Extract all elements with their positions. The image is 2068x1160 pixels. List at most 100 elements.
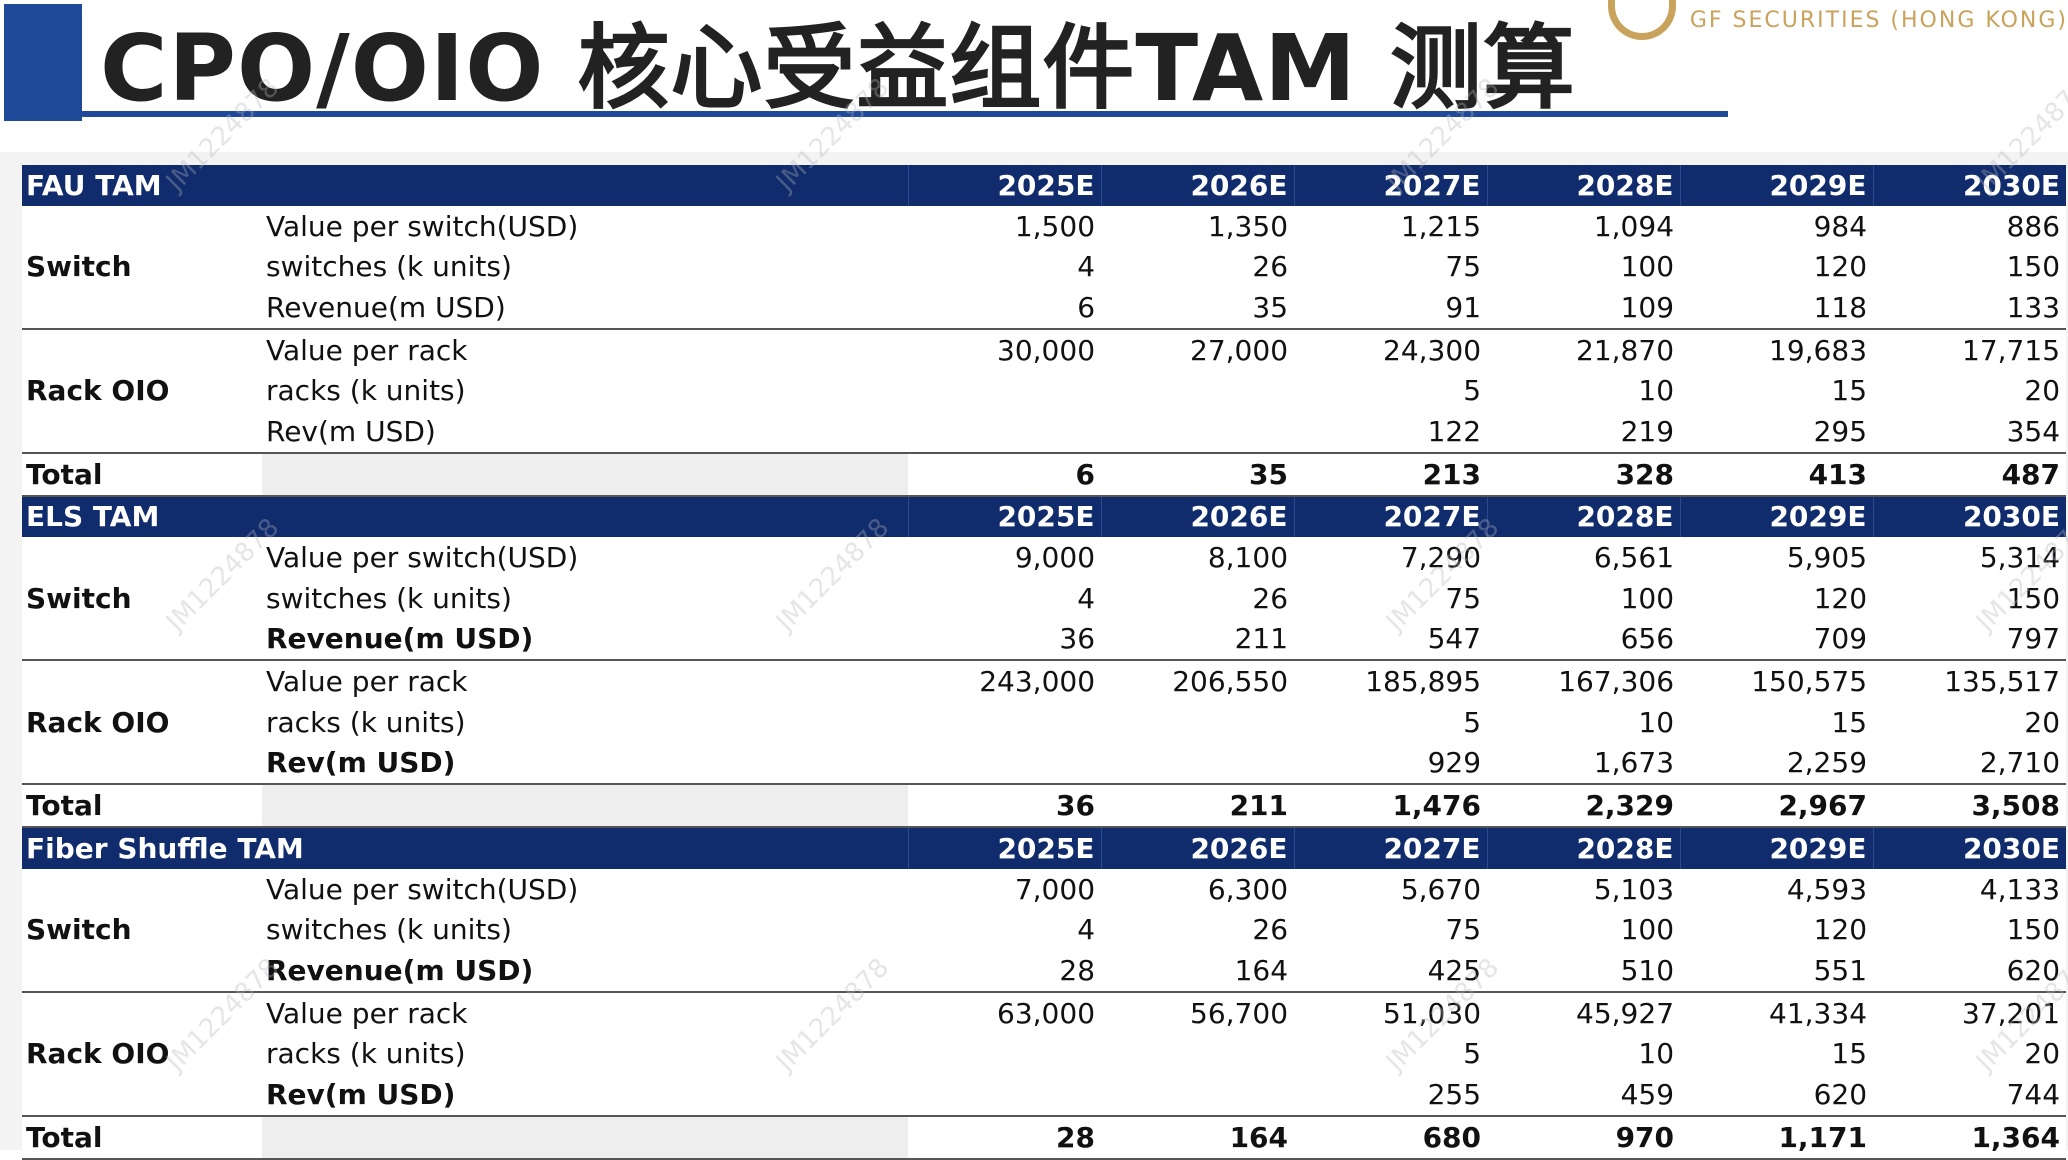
metric-label: Revenue(m USD) (262, 618, 909, 662)
table-cell (908, 370, 1102, 412)
total-cell: 2,329 (1487, 784, 1681, 828)
group-label: Switch (22, 909, 262, 951)
section-header-row: FAU TAM 2025E 2026E 2027E 2028E 2029E 2030E (22, 165, 2067, 206)
year-header: 2026E (1101, 165, 1295, 206)
total-cell: 6 (908, 452, 1102, 497)
table-cell: 7,000 (908, 868, 1102, 910)
table-cell: 100 (1487, 909, 1681, 951)
year-header: 2027E (1294, 495, 1488, 538)
table-cell (908, 701, 1102, 743)
section-header-row: ELS TAM 2025E 2026E 2027E 2028E 2029E 2030E (22, 495, 2067, 538)
total-label: Total (22, 452, 262, 497)
table-cell: 91 (1294, 287, 1488, 330)
metric-label: Rev(m USD) (262, 1074, 909, 1117)
table-cell: 551 (1680, 950, 1874, 993)
total-cell: 211 (1101, 784, 1295, 828)
table-cell: 26 (1101, 246, 1295, 288)
table-cell: 510 (1487, 950, 1681, 993)
year-header: 2025E (908, 827, 1102, 869)
table-cell: 75 (1294, 909, 1488, 951)
table-cell: 185,895 (1294, 660, 1488, 702)
tam-table: FAU TAM 2025E 2026E 2027E 2028E 2029E 2030E Val… (22, 165, 2067, 1160)
table-cell: 206,550 (1101, 660, 1295, 702)
total-row: Total 6 35 213 328 413 487 (22, 452, 2067, 497)
total-spacer (262, 1115, 909, 1160)
title-accent-bar (4, 4, 82, 121)
table-cell: 9,000 (908, 537, 1102, 578)
metric-label: Revenue(m USD) (262, 287, 909, 330)
table-cell: 27,000 (1101, 328, 1295, 371)
group-label (22, 868, 262, 910)
table-cell (1101, 411, 1295, 454)
table-cell: 425 (1294, 950, 1488, 993)
group-label: Rack OIO (22, 1033, 262, 1075)
metric-label: Value per rack (262, 991, 909, 1034)
gf-logo-icon (1608, 0, 1676, 40)
tam-table-body: FAU TAM 2025E 2026E 2027E 2028E 2029E 2030E Val… (22, 165, 2067, 1160)
table-cell: 63,000 (908, 991, 1102, 1034)
table-cell: 1,673 (1487, 742, 1681, 786)
table-cell: 547 (1294, 618, 1488, 662)
group-label (22, 537, 262, 578)
table-row: Rev(m USD) 122 219 295 354 (22, 411, 2067, 454)
table-cell: 7,290 (1294, 537, 1488, 578)
table-cell: 4 (908, 577, 1102, 619)
metric-label: racks (k units) (262, 1033, 909, 1075)
table-cell: 797 (1873, 618, 2067, 662)
total-row: Total 36 211 1,476 2,329 2,967 3,508 (22, 784, 2067, 828)
brand-logo: GF SECURITIES (HONG KONG) (1608, 0, 2068, 40)
group-label (22, 660, 262, 702)
total-label: Total (22, 784, 262, 828)
table-cell: 15 (1680, 370, 1874, 412)
section-header-row: Fiber Shuffle TAM 2025E 2026E 2027E 2028E 202… (22, 827, 2067, 869)
table-row: Switch switches (k units) 4 26 75 100 120 150 (22, 246, 2067, 288)
table-cell: 886 (1873, 205, 2067, 247)
table-cell: 36 (908, 618, 1102, 662)
table-cell: 1,094 (1487, 205, 1681, 247)
table-cell: 135,517 (1873, 660, 2067, 702)
metric-label: racks (k units) (262, 370, 909, 412)
tam-table-panel: FAU TAM 2025E 2026E 2027E 2028E 2029E 2030E Val… (0, 152, 2068, 1160)
table-cell: 295 (1680, 411, 1874, 454)
table-cell: 109 (1487, 287, 1681, 330)
group-label (22, 1074, 262, 1117)
metric-label: Revenue(m USD) (262, 950, 909, 993)
total-cell: 28 (908, 1115, 1102, 1160)
table-cell: 6,561 (1487, 537, 1681, 578)
total-row: Total 28 164 680 970 1,171 1,364 (22, 1115, 2067, 1160)
table-cell: 20 (1873, 370, 2067, 412)
table-cell: 6,300 (1101, 868, 1295, 910)
table-row: Value per rack 30,000 27,000 24,300 21,870 19… (22, 328, 2067, 371)
year-header: 2030E (1873, 165, 2067, 206)
group-label (22, 287, 262, 330)
table-cell (908, 1033, 1102, 1075)
group-label (22, 328, 262, 371)
total-cell: 3,508 (1873, 784, 2067, 828)
table-cell: 10 (1487, 1033, 1681, 1075)
year-header: 2027E (1294, 827, 1488, 869)
table-cell: 709 (1680, 618, 1874, 662)
table-cell: 100 (1487, 577, 1681, 619)
table-cell: 10 (1487, 701, 1681, 743)
table-row: Rack OIO racks (k units) 5 10 15 20 (22, 1033, 2067, 1075)
table-cell: 150 (1873, 577, 2067, 619)
total-cell: 413 (1680, 452, 1874, 497)
group-label: Switch (22, 246, 262, 288)
table-cell: 133 (1873, 287, 2067, 330)
table-cell: 122 (1294, 411, 1488, 454)
total-spacer (262, 452, 909, 497)
total-cell: 2,967 (1680, 784, 1874, 828)
table-cell: 28 (908, 950, 1102, 993)
table-cell: 21,870 (1487, 328, 1681, 371)
table-cell: 51,030 (1294, 991, 1488, 1034)
total-cell: 487 (1873, 452, 2067, 497)
table-cell: 656 (1487, 618, 1681, 662)
table-cell: 1,500 (908, 205, 1102, 247)
year-header: 2028E (1487, 827, 1681, 869)
total-cell: 36 (908, 784, 1102, 828)
table-cell: 4 (908, 909, 1102, 951)
total-cell: 213 (1294, 452, 1488, 497)
year-header: 2029E (1680, 827, 1874, 869)
group-label: Switch (22, 577, 262, 619)
table-cell: 6 (908, 287, 1102, 330)
